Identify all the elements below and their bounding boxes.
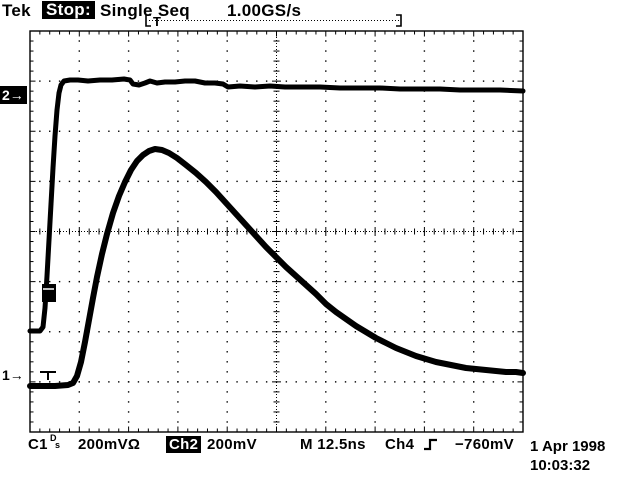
timebase-readout: M 12.5ns bbox=[300, 436, 366, 453]
time-label: 10:03:32 bbox=[530, 457, 591, 474]
trigger-position-bar: T bbox=[145, 14, 402, 29]
ch2-scale-readout: 200mV bbox=[207, 436, 257, 453]
acquisition-status-badge: Stop: bbox=[42, 1, 95, 19]
graticule bbox=[29, 30, 524, 433]
ch1-readout-label: C1 bbox=[28, 436, 48, 453]
ch2-readout-badge: Ch2 bbox=[166, 436, 202, 453]
sample-rate-label: 1.00GS/s bbox=[227, 1, 302, 20]
ch2-trace bbox=[27, 76, 526, 334]
ch2-edge-marker bbox=[42, 284, 56, 302]
rising-edge-trigger-icon bbox=[424, 438, 437, 451]
ch1-trigger-level-marker bbox=[40, 371, 56, 380]
ch1-coupling-sup: D bbox=[50, 433, 57, 443]
ch1-trace bbox=[27, 146, 526, 389]
ch1-position-marker: 1→ bbox=[2, 367, 24, 383]
acquisition-mode-label: Single Seq bbox=[100, 1, 190, 20]
tek-logo: Tek bbox=[2, 1, 31, 20]
trigger-t-marker: T bbox=[153, 14, 161, 29]
date-label: 1 Apr 1998 bbox=[530, 438, 606, 455]
trigger-level-readout: −760mV bbox=[455, 436, 514, 453]
ch1-coupling-sub: s bbox=[55, 440, 61, 450]
datetime-stamp: 1 Apr 1998 10:03:32 bbox=[530, 437, 605, 475]
trigger-source-readout: Ch4 bbox=[385, 436, 415, 453]
ch2-position-marker: 2→ bbox=[0, 86, 27, 104]
ch1-scale-readout: 200mVΩ bbox=[78, 436, 141, 453]
